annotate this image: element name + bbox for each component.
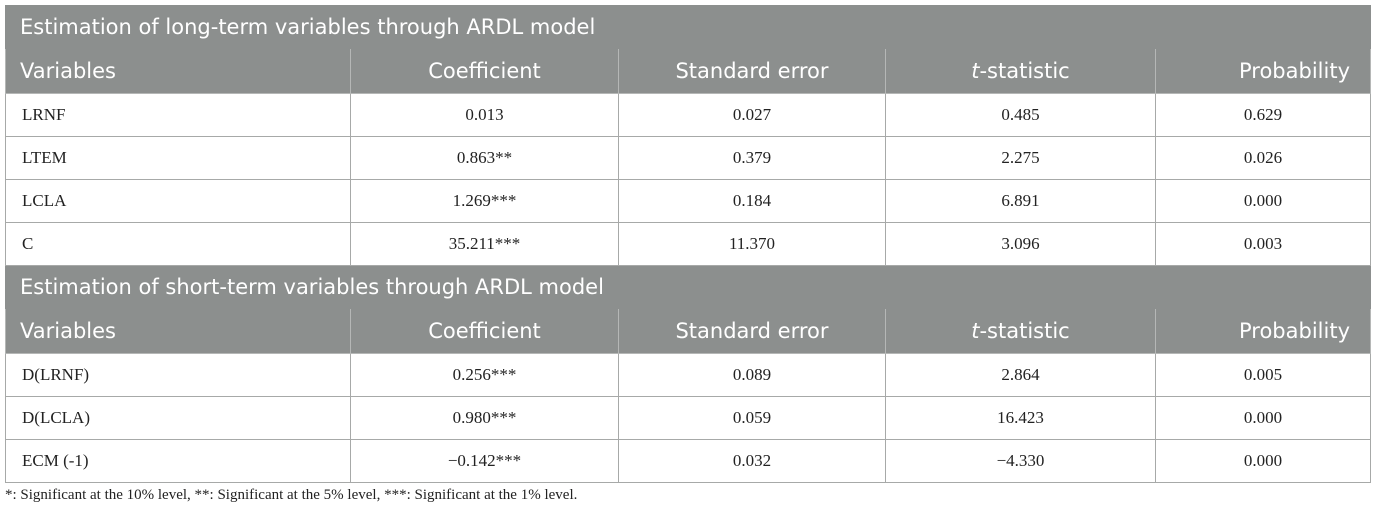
data-row: LCLA 1.269*** 0.184 6.891 0.000 bbox=[5, 179, 1371, 223]
cell: 0.184 bbox=[618, 179, 886, 223]
column-header: Probability bbox=[1155, 308, 1371, 354]
cell: LCLA bbox=[5, 179, 351, 223]
section-title: Estimation of short-term variables throu… bbox=[5, 265, 1371, 309]
cell: 0.013 bbox=[350, 93, 619, 137]
cell: 16.423 bbox=[885, 396, 1156, 440]
column-header: Coefficient bbox=[350, 48, 619, 94]
cell: 0.089 bbox=[618, 353, 886, 397]
cell: 3.096 bbox=[885, 222, 1156, 266]
cell: 0.629 bbox=[1155, 93, 1371, 137]
cell: −0.142*** bbox=[350, 439, 619, 483]
data-row: ECM (-1) −0.142*** 0.032 −4.330 0.000 bbox=[5, 439, 1371, 483]
cell: 0.000 bbox=[1155, 439, 1371, 483]
header-row: Variables Coefficient Standard error t-stat… bbox=[5, 308, 1371, 354]
cell: 35.211*** bbox=[350, 222, 619, 266]
footnote: *: Significant at the 10% level, **: Sig… bbox=[5, 487, 578, 503]
data-row: D(LCLA) 0.980*** 0.059 16.423 0.000 bbox=[5, 396, 1371, 440]
section-title: Estimation of long-term variables throug… bbox=[5, 5, 1371, 49]
cell: LRNF bbox=[5, 93, 351, 137]
cell: 6.891 bbox=[885, 179, 1156, 223]
cell: D(LCLA) bbox=[5, 396, 351, 440]
cell: 2.275 bbox=[885, 136, 1156, 180]
column-header: t-statistic bbox=[885, 308, 1156, 354]
data-row: LRNF 0.013 0.027 0.485 0.629 bbox=[5, 93, 1371, 137]
cell: 0.005 bbox=[1155, 353, 1371, 397]
cell: 0.032 bbox=[618, 439, 886, 483]
cell: 2.864 bbox=[885, 353, 1156, 397]
cell: 0.256*** bbox=[350, 353, 619, 397]
data-row: C 35.211*** 11.370 3.096 0.003 bbox=[5, 222, 1371, 266]
column-header: Coefficient bbox=[350, 308, 619, 354]
cell: 1.269*** bbox=[350, 179, 619, 223]
cell: 0.379 bbox=[618, 136, 886, 180]
cell: 0.003 bbox=[1155, 222, 1371, 266]
data-row: D(LRNF) 0.256*** 0.089 2.864 0.005 bbox=[5, 353, 1371, 397]
table-body: Estimation of long-term variables throug… bbox=[5, 5, 1371, 483]
column-header: Standard error bbox=[618, 308, 886, 354]
cell: 0.863** bbox=[350, 136, 619, 180]
results-table: Estimation of long-term variables throug… bbox=[5, 5, 1371, 483]
cell: LTEM bbox=[5, 136, 351, 180]
cell: 11.370 bbox=[618, 222, 886, 266]
column-header: Probability bbox=[1155, 48, 1371, 94]
section-title-row: Estimation of short-term variables throu… bbox=[5, 265, 1371, 309]
cell: −4.330 bbox=[885, 439, 1156, 483]
cell: D(LRNF) bbox=[5, 353, 351, 397]
cell: ECM (-1) bbox=[5, 439, 351, 483]
column-header: t-statistic bbox=[885, 48, 1156, 94]
header-row: Variables Coefficient Standard error t-stat… bbox=[5, 48, 1371, 94]
column-header: Variables bbox=[5, 48, 351, 94]
data-row: LTEM 0.863** 0.379 2.275 0.026 bbox=[5, 136, 1371, 180]
cell: 0.000 bbox=[1155, 396, 1371, 440]
column-header: Variables bbox=[5, 308, 351, 354]
cell: 0.027 bbox=[618, 93, 886, 137]
cell: 0.059 bbox=[618, 396, 886, 440]
cell: 0.026 bbox=[1155, 136, 1371, 180]
cell: 0.980*** bbox=[350, 396, 619, 440]
section-title-row: Estimation of long-term variables throug… bbox=[5, 5, 1371, 49]
cell: C bbox=[5, 222, 351, 266]
cell: 0.485 bbox=[885, 93, 1156, 137]
column-header: Standard error bbox=[618, 48, 886, 94]
cell: 0.000 bbox=[1155, 179, 1371, 223]
